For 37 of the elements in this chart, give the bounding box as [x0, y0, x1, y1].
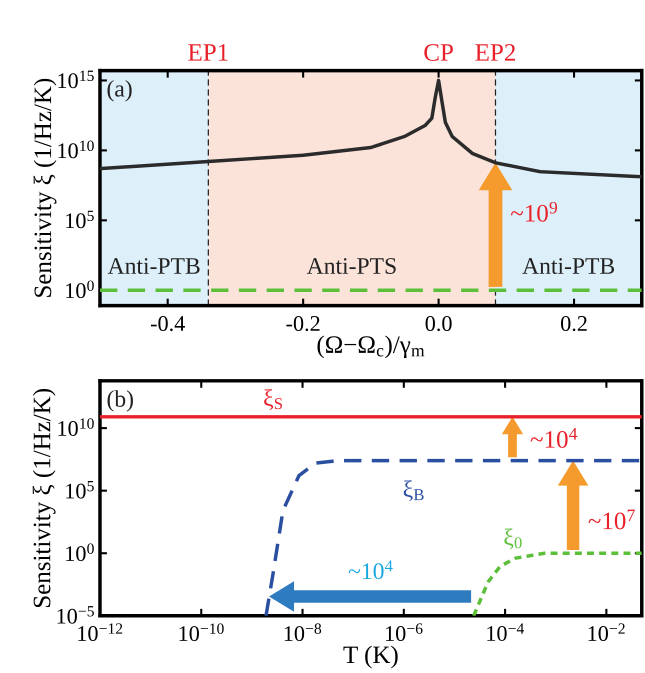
y-tick-label: 10$^{5}$ [66, 210, 94, 228]
y-axis-title: Sensitivity ξ (1/Hz/K) [34, 78, 56, 297]
y-tick-label: 10$^{0}$ [66, 280, 94, 298]
annotation: (b) [108, 390, 133, 412]
x-axis-title: T (K) [343, 646, 398, 668]
y-tick-label: 10$^{5}$ [66, 481, 94, 499]
x-tick-label: 10$^{−4}$ [487, 623, 524, 641]
annotation: CP [424, 44, 453, 61]
x-tick-label: 10$^{−8}$ [284, 623, 322, 642]
x-tick-label: 10$^{−12}$ [78, 623, 122, 642]
x-tick-label: 10$^{−10}$ [180, 623, 224, 642]
annotation: ~10$^{9}$ [510, 202, 558, 222]
band-label: Anti-PTB [522, 258, 614, 274]
series-label: ξ$_{S}$ [264, 389, 282, 410]
x-tick-label: -0.2 [286, 316, 320, 332]
ref-line-label: EP1 [188, 44, 228, 61]
x-axis-title: (Ω−Ω$_{c}$)/γ$_{m}$ [317, 336, 424, 358]
x-tick-label: -0.4 [150, 316, 185, 332]
annotation: ~10$^{4}$ [348, 560, 393, 580]
x-tick-label: 0.2 [561, 316, 587, 332]
series-label: ξ$_{B}$ [404, 480, 424, 502]
band-label: Anti-PTS [306, 258, 396, 274]
y-tick-label: 10$^{15}$ [58, 70, 94, 88]
y-tick-label: 10$^{10}$ [58, 140, 94, 158]
x-tick-label: 0.0 [426, 316, 452, 332]
y-tick-label: 10$^{10}$ [58, 418, 94, 436]
y-tick-label: 10$^{0}$ [66, 543, 94, 562]
y-axis-title: Sensitivity ξ (1/Hz/K) [32, 388, 56, 608]
series-label: ξ$_{0}$ [504, 528, 522, 550]
annotation: (a) [108, 80, 132, 102]
x-tick-label: 10$^{−6}$ [386, 623, 423, 642]
x-tick-label: 10$^{−2}$ [588, 623, 625, 642]
annotation: ~10$^{4}$ [530, 428, 578, 448]
band-label: Anti-PTB [108, 258, 200, 274]
y-tick-label: 10$^{−5}$ [58, 606, 94, 624]
ref-line-label: EP2 [475, 44, 515, 61]
annotation: ~10$^{7}$ [588, 510, 635, 530]
